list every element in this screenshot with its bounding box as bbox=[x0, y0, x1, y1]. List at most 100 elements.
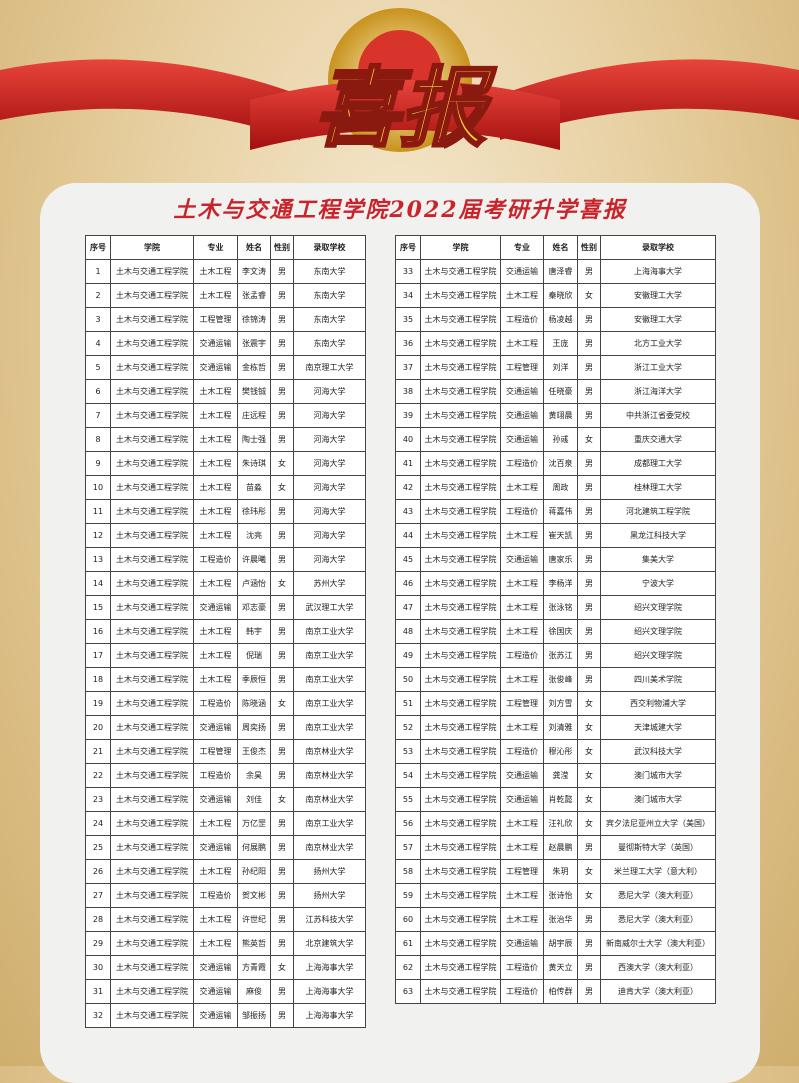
table-cell: 黑龙江科技大学 bbox=[600, 523, 716, 548]
table-cell: 南京工业大学 bbox=[293, 667, 366, 692]
table-cell: 土木与交通工程学院 bbox=[110, 403, 194, 428]
table-cell: 土木与交通工程学院 bbox=[110, 259, 194, 284]
table-cell: 男 bbox=[577, 475, 601, 500]
table-cell: 土木工程 bbox=[500, 883, 544, 908]
table-row: 18 土木与交通工程学院 土木工程 季辰恒男南京工业大学 bbox=[85, 667, 366, 692]
table-row: 17 土木与交通工程学院 土木工程 倪瑞男南京工业大学 bbox=[85, 643, 366, 668]
table-cell: 土木与交通工程学院 bbox=[110, 283, 194, 308]
table-row: 52 土木与交通工程学院 土木工程 刘清雅女天津城建大学 bbox=[395, 715, 716, 740]
table-cell: 45 bbox=[395, 547, 421, 572]
table-cell: 朱诗琪 bbox=[237, 451, 271, 476]
table-cell: 宁波大学 bbox=[600, 571, 716, 596]
table-cell: 迪肯大学（澳大利亚） bbox=[600, 979, 716, 1004]
table-cell: 交通运输 bbox=[193, 331, 238, 356]
table-cell: 38 bbox=[395, 379, 421, 404]
table-cell: 土木工程 bbox=[193, 907, 238, 932]
table-cell: 54 bbox=[395, 763, 421, 788]
table-cell: 重庆交通大学 bbox=[600, 427, 716, 452]
table-cell: 工程管理 bbox=[500, 355, 544, 380]
table-cell: 土木与交通工程学院 bbox=[110, 787, 194, 812]
table-cell: 许晨曦 bbox=[237, 547, 271, 572]
table-cell: 上海海事大学 bbox=[293, 1003, 366, 1028]
column-header: 专业 bbox=[500, 235, 544, 260]
table-cell: 59 bbox=[395, 883, 421, 908]
table-cell: 朱玥 bbox=[543, 859, 578, 884]
table-cell: 韩宇 bbox=[237, 619, 271, 644]
table-cell: 土木与交通工程学院 bbox=[420, 331, 501, 356]
header-row: 序号 学院 专业 姓名 性别 录取学校 bbox=[395, 235, 716, 260]
table-row: 30 土木与交通工程学院 交通运输 方青霞女上海海事大学 bbox=[85, 955, 366, 980]
table-cell: 土木与交通工程学院 bbox=[420, 475, 501, 500]
table-row: 56 土木与交通工程学院 土木工程 汪礼欣女宾夕法尼亚州立大学（美国） bbox=[395, 811, 716, 836]
table-cell: 土木与交通工程学院 bbox=[110, 955, 194, 980]
admission-table: 序号 学院 专业 姓名 性别 录取学校 1 土木与交通工程学院 土木工程 李文涛男东南大学 2 土木与… bbox=[85, 235, 366, 1028]
table-cell: 男 bbox=[270, 907, 294, 932]
table-cell: 南京工业大学 bbox=[293, 691, 366, 716]
table-row: 60 土木与交通工程学院 土木工程 张治华男悉尼大学（澳大利亚） bbox=[395, 907, 716, 932]
table-cell: 51 bbox=[395, 691, 421, 716]
table-row: 28 土木与交通工程学院 土木工程 许世纪男江苏科技大学 bbox=[85, 907, 366, 932]
header-row: 序号 学院 专业 姓名 性别 录取学校 bbox=[85, 235, 366, 260]
table-cell: 男 bbox=[270, 331, 294, 356]
table-cell: 苏州大学 bbox=[293, 571, 366, 596]
table-cell: 胡宇辰 bbox=[543, 931, 578, 956]
table-cell: 四川美术学院 bbox=[600, 667, 716, 692]
table-cell: 河海大学 bbox=[293, 547, 366, 572]
table-cell: 土木与交通工程学院 bbox=[110, 1003, 194, 1028]
table-cell: 土木与交通工程学院 bbox=[110, 451, 194, 476]
table-row: 53 土木与交通工程学院 工程造价 穆沁彤女武汉科技大学 bbox=[395, 739, 716, 764]
table-cell: 土木与交通工程学院 bbox=[110, 931, 194, 956]
table-cell: 土木工程 bbox=[193, 643, 238, 668]
table-cell: 女 bbox=[577, 763, 601, 788]
table-cell: 49 bbox=[395, 643, 421, 668]
table-cell: 邓志豪 bbox=[237, 595, 271, 620]
table-cell: 19 bbox=[85, 691, 111, 716]
table-cell: 60 bbox=[395, 907, 421, 932]
table-cell: 方青霞 bbox=[237, 955, 271, 980]
table-cell: 57 bbox=[395, 835, 421, 860]
table-cell: 南京工业大学 bbox=[293, 715, 366, 740]
table-cell: 交通运输 bbox=[500, 403, 544, 428]
table-cell: 15 bbox=[85, 595, 111, 620]
table-cell: 男 bbox=[577, 523, 601, 548]
table-cell: 河海大学 bbox=[293, 475, 366, 500]
table-cell: 米兰理工大学（意大利） bbox=[600, 859, 716, 884]
table-cell: 25 bbox=[85, 835, 111, 860]
table-cell: 男 bbox=[577, 979, 601, 1004]
table-cell: 交通运输 bbox=[193, 835, 238, 860]
table-cell: 新南威尔士大学（澳大利亚） bbox=[600, 931, 716, 956]
table-cell: 土木与交通工程学院 bbox=[420, 571, 501, 596]
table-cell: 男 bbox=[577, 595, 601, 620]
table-cell: 扬州大学 bbox=[293, 859, 366, 884]
table-cell: 河海大学 bbox=[293, 523, 366, 548]
table-row: 29 土木与交通工程学院 土木工程 熊英哲男北京建筑大学 bbox=[85, 931, 366, 956]
table-cell: 土木与交通工程学院 bbox=[110, 835, 194, 860]
table-row: 31 土木与交通工程学院 交通运输 麻俊男上海海事大学 bbox=[85, 979, 366, 1004]
table-cell: 土木工程 bbox=[193, 403, 238, 428]
table-cell: 4 bbox=[85, 331, 111, 356]
table-cell: 16 bbox=[85, 619, 111, 644]
table-cell: 东南大学 bbox=[293, 307, 366, 332]
table-cell: 土木工程 bbox=[193, 283, 238, 308]
table-cell: 东南大学 bbox=[293, 259, 366, 284]
table-cell: 肖乾懿 bbox=[543, 787, 578, 812]
table-cell: 张震宇 bbox=[237, 331, 271, 356]
table-cell: 土木与交通工程学院 bbox=[420, 739, 501, 764]
table-cell: 交通运输 bbox=[500, 379, 544, 404]
table-cell: 男 bbox=[270, 379, 294, 404]
table-cell: 女 bbox=[270, 787, 294, 812]
table-row: 51 土木与交通工程学院 工程管理 刘方雪女西交利物浦大学 bbox=[395, 691, 716, 716]
table-row: 24 土木与交通工程学院 土木工程 万亿罡男南京工业大学 bbox=[85, 811, 366, 836]
table-cell: 男 bbox=[270, 859, 294, 884]
table-cell: 徐国庆 bbox=[543, 619, 578, 644]
table-cell: 刘洋 bbox=[543, 355, 578, 380]
table-cell: 徐玮彤 bbox=[237, 499, 271, 524]
table-cell: 土木工程 bbox=[193, 571, 238, 596]
table-cell: 土木与交通工程学院 bbox=[110, 355, 194, 380]
table-cell: 土木与交通工程学院 bbox=[420, 691, 501, 716]
table-cell: 男 bbox=[577, 643, 601, 668]
table-cell: 上海海事大学 bbox=[600, 259, 716, 284]
table-cell: 南京林业大学 bbox=[293, 739, 366, 764]
table-cell: 男 bbox=[577, 955, 601, 980]
table-cell: 李杨洋 bbox=[543, 571, 578, 596]
